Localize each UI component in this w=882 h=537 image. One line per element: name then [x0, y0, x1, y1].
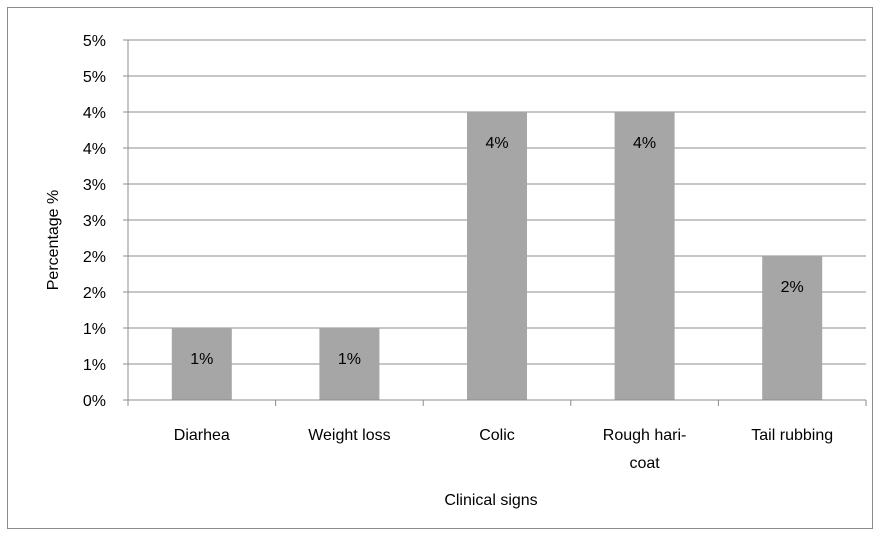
bar	[762, 256, 823, 400]
data-labels: 1% 1% 4% 4% 2%	[190, 135, 804, 368]
data-label: 2%	[781, 279, 804, 296]
y-tick-label: 2%	[83, 285, 106, 302]
x-tick-label: Colic	[479, 427, 515, 444]
y-tick-label: 2%	[83, 249, 106, 266]
x-tick-label: Diarhea	[174, 427, 230, 444]
data-label: 1%	[190, 351, 213, 368]
bar	[614, 112, 675, 400]
y-tick-label: 5%	[83, 33, 106, 50]
data-label: 4%	[633, 135, 656, 152]
y-tick-label: 1%	[83, 357, 106, 374]
x-axis-tick-labels: Diarhea Weight loss Colic Rough hari-coat Ta…	[174, 427, 833, 472]
x-tick-label: Weight loss	[308, 427, 390, 444]
chart-frame	[7, 7, 873, 529]
y-tick-label: 1%	[83, 321, 106, 338]
y-axis-title: Percentage %	[45, 190, 62, 291]
x-axis-title: Clinical signs	[444, 492, 537, 509]
data-label: 4%	[485, 135, 508, 152]
y-tick-label: 3%	[83, 177, 106, 194]
y-tick-label: 0%	[83, 393, 106, 410]
x-tick-label: Tail rubbing	[751, 427, 833, 444]
y-tick-label: 4%	[83, 141, 106, 158]
x-tick-label: Rough hari-	[603, 427, 687, 444]
x-tick-label: coat	[629, 455, 660, 472]
bar	[171, 328, 232, 400]
y-tick-label: 3%	[83, 213, 106, 230]
data-label: 1%	[338, 351, 361, 368]
x-axis	[127, 399, 867, 406]
y-tick-label: 5%	[83, 69, 106, 86]
y-axis-tick-labels: 0% 1% 1% 2% 2% 3% 3% 4% 4% 5% 5%	[83, 33, 106, 410]
y-tick-label: 4%	[83, 105, 106, 122]
bar	[319, 328, 380, 400]
bars	[171, 112, 823, 400]
bar	[467, 112, 527, 400]
